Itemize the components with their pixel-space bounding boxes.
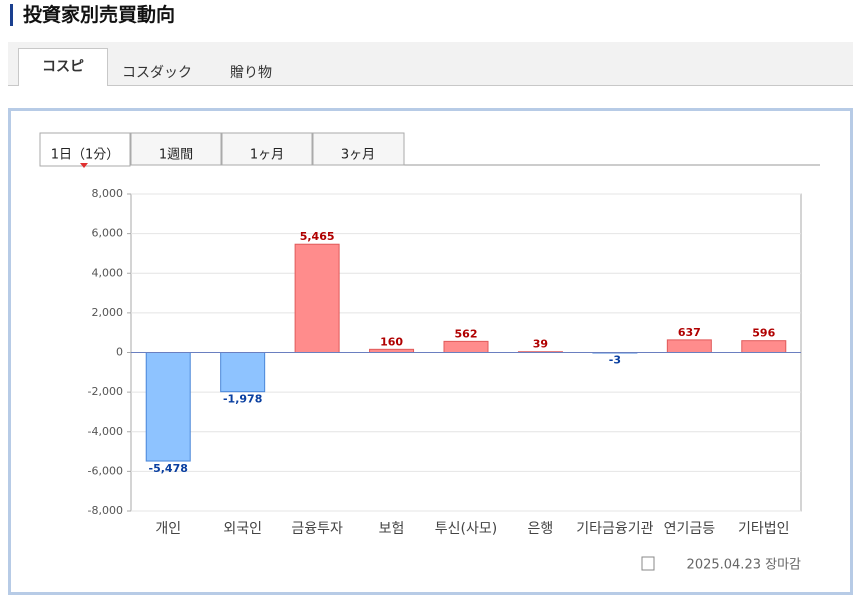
y-tick-label: 6,000 (92, 227, 124, 240)
period-tab-label[interactable]: 1ヶ月 (250, 148, 284, 163)
y-tick-label: 2,000 (92, 306, 124, 319)
value-label: -1,978 (223, 393, 262, 406)
page-title: 投資家別売買動向 (10, 4, 175, 26)
y-tick-label: -8,000 (88, 504, 123, 517)
y-tick-label: 0 (116, 346, 123, 359)
bar (220, 352, 266, 393)
period-tab[interactable] (130, 132, 222, 166)
value-label: 637 (678, 326, 701, 339)
x-tick-label: 보험 (379, 521, 405, 537)
y-tick-label: 8,000 (92, 187, 124, 200)
x-tick-label: 은행 (528, 521, 554, 537)
footer-date: 2025.04.23 장마감 (687, 558, 801, 573)
x-tick-label: 기타금융기관 (576, 521, 653, 537)
x-tick-label: 연기금등 (664, 521, 716, 537)
value-label: 596 (752, 327, 775, 340)
bar (145, 352, 191, 462)
period-tab[interactable] (312, 132, 405, 166)
value-label: 5,465 (300, 230, 335, 243)
bar (294, 243, 340, 353)
period-tab-label[interactable]: 1週間 (159, 148, 193, 163)
chart-box (8, 108, 853, 595)
tab[interactable]: コスピ (18, 48, 108, 86)
value-label: -5,478 (149, 462, 188, 475)
value-label: 39 (533, 338, 548, 351)
tab[interactable]: コスダック (122, 65, 192, 81)
y-tick-label: -6,000 (88, 464, 123, 477)
x-tick-label: 기타법인 (738, 521, 790, 537)
value-label: 160 (380, 335, 403, 348)
y-tick-label: 4,000 (92, 266, 124, 279)
tab[interactable]: 贈り物 (230, 65, 272, 81)
y-tick-label: -4,000 (88, 425, 123, 438)
period-tabs: 1日（1分） 1週間 1ヶ月 3ヶ月 (39, 132, 405, 168)
x-tick-label: 투신(사모) (435, 521, 497, 537)
value-label: 562 (455, 327, 478, 340)
period-tab-label[interactable]: 1日（1分） (51, 148, 120, 163)
period-tab[interactable] (39, 132, 131, 167)
bar (443, 340, 489, 354)
x-tick-label: 개인 (155, 521, 181, 537)
x-tick-label: 외국인 (223, 521, 262, 537)
bar (741, 340, 787, 353)
calendar-icon (641, 556, 655, 571)
period-tab[interactable] (221, 132, 313, 166)
period-tab-label[interactable]: 3ヶ月 (341, 148, 375, 163)
active-marker (80, 163, 88, 168)
value-label: -3 (609, 354, 621, 367)
x-tick-label: 금융투자 (291, 521, 343, 537)
bar (666, 339, 712, 353)
market-tabs: コスピ コスダック 贈り物 (8, 42, 853, 86)
y-tick-label: -2,000 (88, 385, 123, 398)
